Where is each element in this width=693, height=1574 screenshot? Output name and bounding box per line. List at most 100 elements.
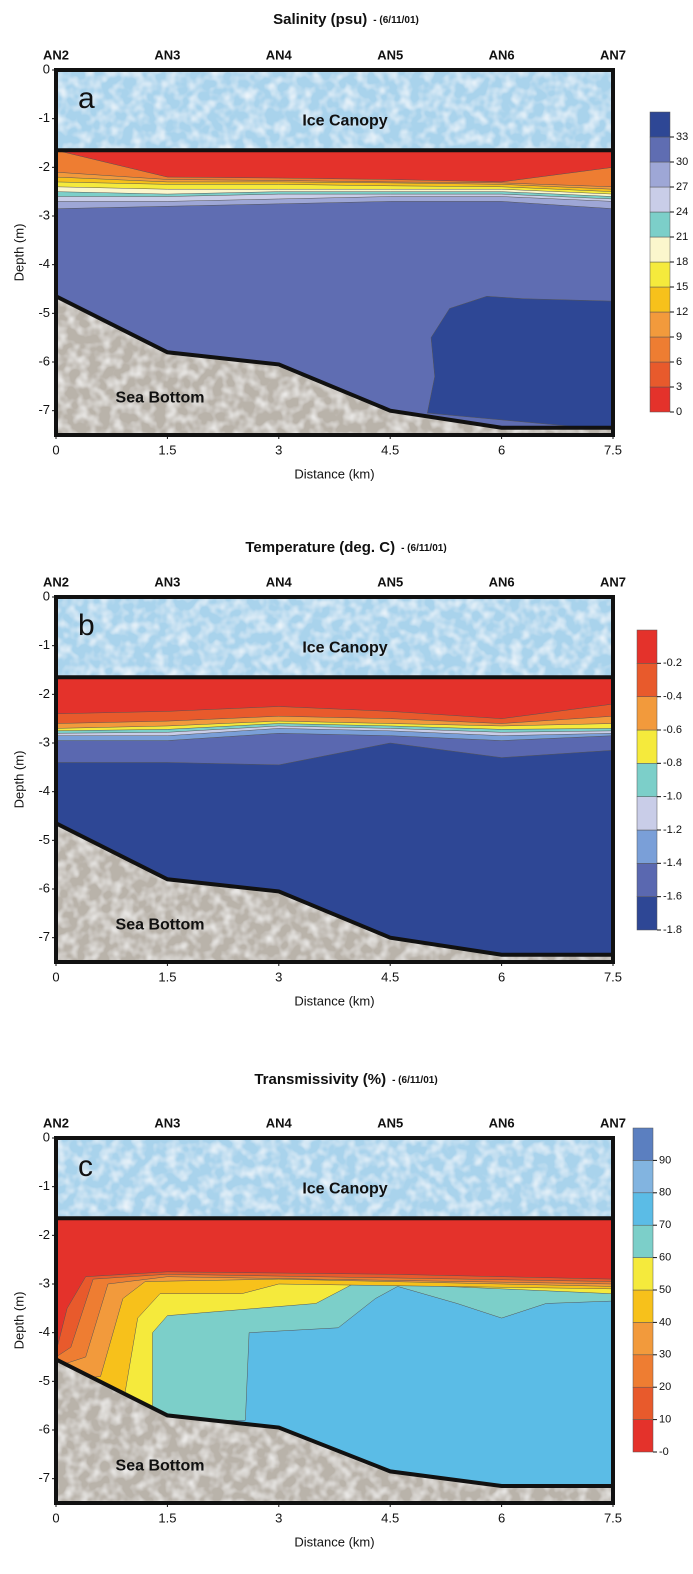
colorbar-label: 50 — [659, 1284, 671, 1296]
colorbar-bin — [632, 1386, 654, 1420]
x-axis-label: Distance (km) — [294, 993, 374, 1008]
colorbar-bin — [636, 829, 658, 864]
colorbar-bin — [636, 729, 658, 764]
y-tick-label: -7 — [38, 402, 50, 417]
colorbar-label: 60 — [659, 1252, 671, 1264]
x-axis-label: Distance (km) — [294, 1534, 374, 1549]
bottom-line — [56, 821, 613, 957]
colorbar-bin — [636, 896, 658, 931]
station-label: AN4 — [266, 1115, 293, 1130]
y-tick-label: -7 — [38, 929, 50, 944]
station-label: AN3 — [154, 574, 180, 589]
contour-region — [56, 1218, 613, 1353]
contour-band — [56, 150, 613, 183]
bottom-line — [56, 294, 613, 430]
ice-canopy — [56, 70, 613, 151]
colorbar-label: 30 — [659, 1349, 671, 1361]
panel-letter: c — [78, 1150, 93, 1183]
colorbar-bin — [632, 1224, 654, 1258]
y-tick-label: -4 — [38, 256, 50, 271]
panel-letter: b — [78, 609, 95, 642]
station-label: AN3 — [154, 47, 180, 62]
y-axis-label: Depth (m) — [11, 224, 26, 282]
y-tick-label: -6 — [38, 353, 50, 368]
colorbar-label: 10 — [659, 1414, 671, 1426]
x-tick-label: 3 — [275, 969, 282, 984]
station-label: AN6 — [489, 574, 515, 589]
y-tick-label: -3 — [38, 734, 50, 749]
colorbar-bin — [649, 361, 671, 388]
bottom-line — [56, 1357, 613, 1488]
x-tick-label: 4.5 — [381, 1510, 399, 1525]
colorbar-label: 6 — [676, 356, 682, 368]
x-tick-label: 3 — [275, 442, 282, 457]
y-tick-label: 0 — [43, 588, 50, 603]
colorbar-label: 12 — [676, 306, 688, 318]
title-date: - (6/11/01) — [401, 543, 447, 554]
colorbar-label: -0.6 — [663, 724, 682, 736]
plot-frame — [54, 1136, 615, 1505]
title-date: - (6/11/01) — [392, 1075, 438, 1086]
station-label: AN5 — [377, 1115, 403, 1130]
sea-bottom — [56, 296, 613, 435]
x-axis-label: Distance (km) — [294, 466, 374, 481]
y-tick-label: -7 — [38, 1470, 50, 1485]
colorbar-bin — [632, 1322, 654, 1356]
y-tick-label: -3 — [38, 207, 50, 222]
x-tick-label: 0 — [52, 442, 59, 457]
colorbar-bin — [649, 386, 671, 413]
colorbar-bin — [636, 629, 658, 664]
ice-label: Ice Canopy — [302, 112, 387, 129]
y-tick-label: -3 — [38, 1275, 50, 1290]
colorbar-label: 24 — [676, 206, 688, 218]
y-tick-label: -1 — [38, 1178, 50, 1193]
x-tick-label: 7.5 — [604, 1510, 622, 1525]
y-tick-label: -5 — [38, 1373, 50, 1388]
station-label: AN4 — [266, 574, 293, 589]
colorbar-label: 9 — [676, 331, 682, 343]
ice-canopy — [56, 1138, 613, 1219]
colorbar-label: 21 — [676, 231, 688, 243]
colorbar-bin — [636, 796, 658, 831]
station-label: AN7 — [600, 574, 626, 589]
y-tick-label: -4 — [38, 1324, 50, 1339]
x-tick-label: 1.5 — [158, 1510, 176, 1525]
colorbar-label: -0.8 — [663, 757, 682, 769]
colorbar-label: -0.4 — [663, 691, 682, 703]
x-tick-label: 6 — [498, 969, 505, 984]
x-tick-label: 6 — [498, 442, 505, 457]
y-tick-label: -5 — [38, 305, 50, 320]
sea-bottom — [56, 1359, 613, 1503]
colorbar-bin — [649, 286, 671, 313]
station-label: AN5 — [377, 47, 403, 62]
ice-canopy — [56, 597, 613, 678]
colorbar-label: 40 — [659, 1316, 671, 1328]
x-tick-label: 3 — [275, 1510, 282, 1525]
colorbar-label: 20 — [659, 1381, 671, 1393]
title-main: Transmissivity (%) — [254, 1071, 386, 1088]
colorbar-label: -1.2 — [663, 824, 682, 836]
x-tick-label: 6 — [498, 1510, 505, 1525]
x-tick-label: 1.5 — [158, 969, 176, 984]
colorbar-label: 30 — [676, 156, 688, 168]
bottom-label: Sea Bottom — [116, 1458, 205, 1475]
colorbar-bin — [632, 1419, 654, 1453]
colorbar-bin — [632, 1354, 654, 1388]
x-tick-label: 7.5 — [604, 442, 622, 457]
plot-frame — [54, 595, 615, 964]
colorbar-label: -1.0 — [663, 791, 682, 803]
title-main: Temperature (deg. C) — [245, 539, 395, 556]
chart-title: Salinity (psu) - (6/11/01) — [273, 11, 419, 28]
y-axis-label: Depth (m) — [11, 1292, 26, 1350]
x-tick-label: 1.5 — [158, 442, 176, 457]
colorbar-bin — [636, 696, 658, 731]
colorbar-label: -1.8 — [663, 924, 682, 936]
title-main: Salinity (psu) — [273, 11, 367, 28]
colorbar-label: 27 — [676, 181, 688, 193]
y-tick-label: -5 — [38, 832, 50, 847]
station-label: AN2 — [43, 47, 69, 62]
colorbar-bin — [636, 863, 658, 897]
plot-frame — [54, 68, 615, 437]
colorbar-label: -1.4 — [663, 857, 682, 869]
